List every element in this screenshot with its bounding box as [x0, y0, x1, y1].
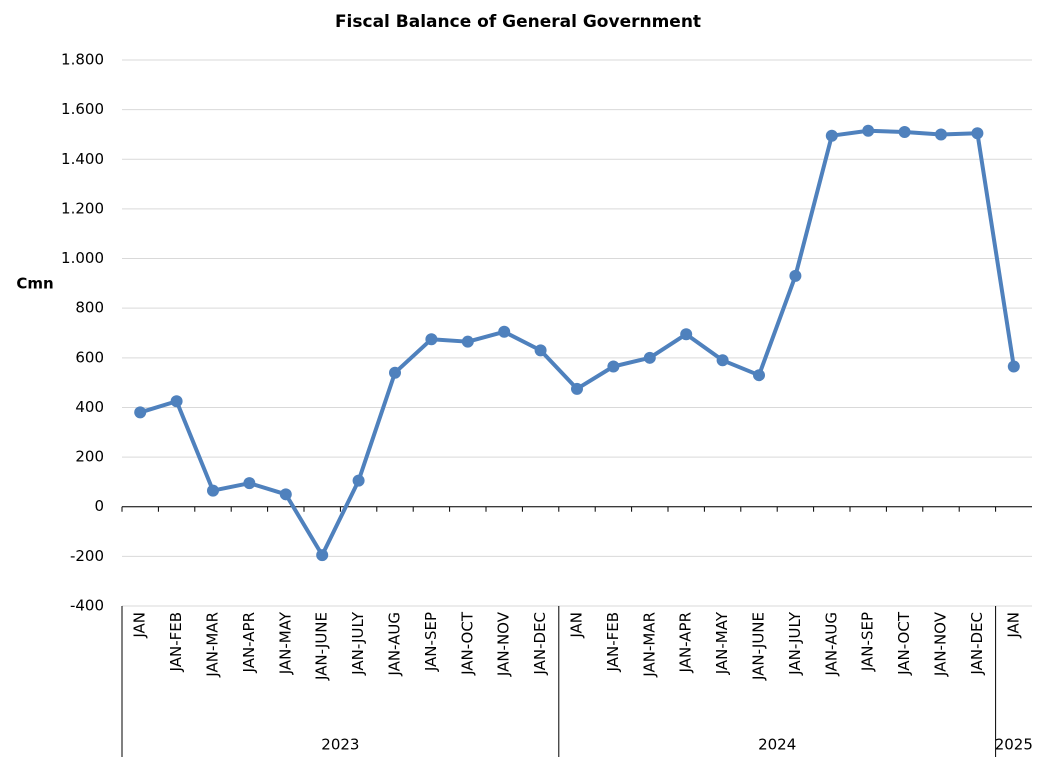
- group-label: 2024: [758, 736, 796, 754]
- x-tick-label: JAN: [568, 612, 586, 639]
- x-tick-label: JAN-AUG: [822, 612, 840, 677]
- point: [534, 344, 547, 357]
- point: [643, 351, 656, 364]
- x-tick-label: JAN-MAY: [713, 611, 731, 675]
- x-tick-label: JAN-JUNE: [313, 612, 331, 681]
- point: [134, 406, 147, 419]
- x-tick-label: JAN-MAY: [276, 611, 294, 675]
- y-tick-label: 200: [75, 448, 104, 466]
- point: [425, 333, 438, 346]
- x-tick-label: JAN-DEC: [968, 612, 986, 676]
- point: [898, 125, 911, 138]
- point: [971, 127, 984, 140]
- point: [862, 124, 875, 137]
- x-tick-label: JAN-MAR: [640, 612, 658, 678]
- x-tick-label: JAN-SEP: [422, 612, 440, 672]
- point: [716, 354, 729, 367]
- y-tick-label: 0: [94, 497, 104, 515]
- y-tick-label: 800: [75, 299, 104, 317]
- x-tick-label: JAN-JULY: [786, 611, 804, 676]
- point: [389, 366, 401, 379]
- y-tick-label: -400: [70, 597, 104, 615]
- point: [680, 328, 693, 341]
- point: [935, 128, 947, 141]
- x-tick-label: JAN-JUNE: [750, 612, 768, 681]
- x-tick-label: JAN-JULY: [349, 611, 367, 676]
- y-tick-label: 1.400: [61, 150, 104, 168]
- group-label: 2023: [321, 736, 359, 754]
- y-tick-label: -200: [70, 547, 104, 565]
- point: [170, 395, 183, 408]
- y-tick-label: 1.200: [61, 199, 104, 217]
- x-tick-label: JAN-FEB: [167, 612, 185, 672]
- group-label: 2025: [995, 736, 1033, 754]
- point: [207, 484, 219, 497]
- x-tick-label: JAN-APR: [677, 612, 695, 673]
- x-tick-label: JAN-OCT: [895, 611, 913, 676]
- x-tick-label: JAN-AUG: [386, 612, 404, 677]
- x-tick-label: JAN-SEP: [859, 612, 877, 672]
- point: [461, 335, 474, 348]
- point: [571, 382, 583, 395]
- point: [498, 325, 511, 338]
- y-axis-label: Cmn: [16, 275, 53, 293]
- x-tick-label: JAN-MAR: [204, 612, 222, 678]
- point: [825, 129, 838, 142]
- point: [279, 488, 292, 501]
- x-tick-label: JAN: [131, 612, 149, 639]
- point: [753, 369, 765, 382]
- x-tick-label: JAN-OCT: [458, 611, 476, 676]
- point: [243, 477, 256, 490]
- x-tick-label: JAN-NOV: [932, 611, 950, 677]
- y-tick-label: 1.000: [61, 249, 104, 267]
- x-tick-label: JAN-APR: [240, 612, 258, 673]
- x-tick-label: JAN: [1004, 612, 1022, 639]
- x-tick-label: JAN-NOV: [495, 611, 513, 677]
- point: [316, 549, 329, 562]
- line: [139, 128, 1016, 558]
- y-tick-label: 1.800: [61, 51, 104, 69]
- point: [789, 269, 802, 282]
- chart-title: Fiscal Balance of General Government: [335, 12, 701, 32]
- point: [1007, 360, 1020, 373]
- y-tick-label: 400: [75, 398, 104, 416]
- point: [352, 474, 365, 487]
- x-tick-label: JAN-DEC: [531, 612, 549, 676]
- y-tick-label: 1.600: [61, 100, 104, 118]
- y-tick-label: 600: [75, 348, 104, 366]
- point: [607, 360, 620, 373]
- x-tick-label: JAN-FEB: [604, 612, 622, 672]
